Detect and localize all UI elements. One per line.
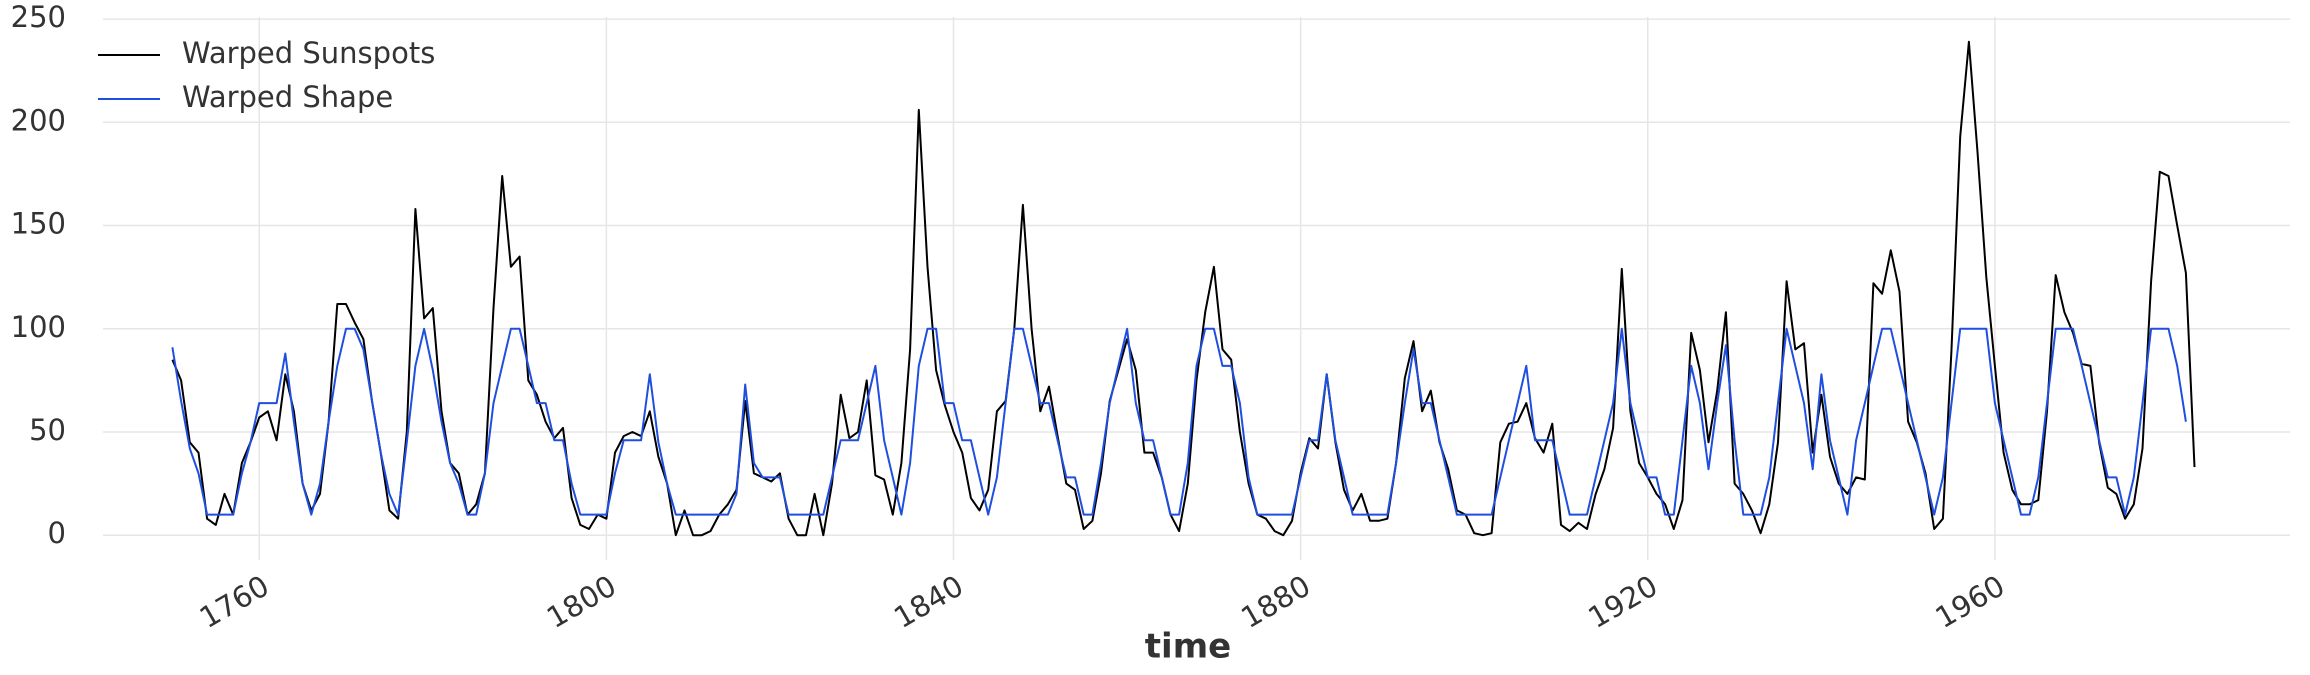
x-tick-label: 1880	[1235, 569, 1316, 635]
series-line	[171, 327, 2187, 516]
y-tick-label: 100	[11, 310, 66, 344]
x-tick-label: 1840	[888, 569, 969, 635]
series-line	[171, 40, 2196, 537]
y-tick-label: 0	[48, 516, 66, 550]
y-tick-label: 200	[11, 103, 66, 137]
legend-label: Warped Sunspots	[182, 36, 435, 70]
y-tick-label: 150	[11, 207, 66, 241]
x-axis-label: time	[1145, 627, 1231, 667]
y-tick-label: 250	[11, 0, 66, 34]
x-tick-label: 1760	[194, 569, 275, 635]
y-tick-label: 50	[29, 413, 66, 447]
x-tick-label: 1920	[1582, 569, 1663, 635]
x-tick-label: 1960	[1930, 569, 2011, 635]
legend-label: Warped Shape	[182, 80, 393, 114]
x-tick-label: 1800	[541, 569, 622, 635]
